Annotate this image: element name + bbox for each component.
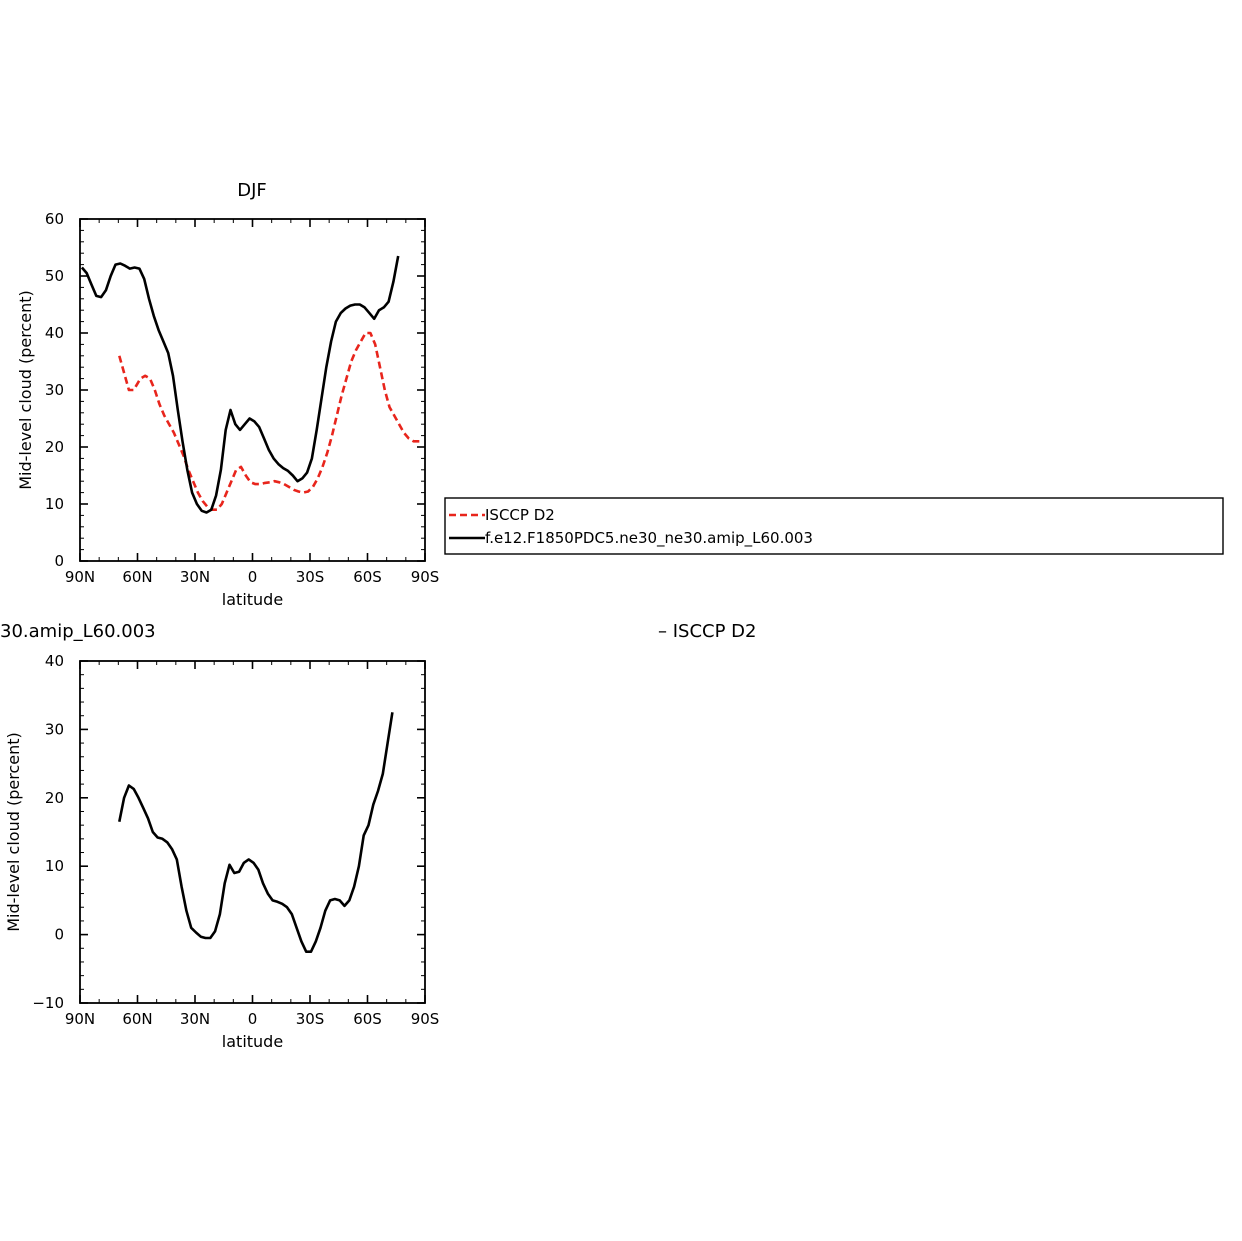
y-tick-label: 30 (45, 381, 64, 399)
x-tick-label: 0 (248, 568, 258, 586)
x-axis: 90N 60N 30N 0 30S 60S 90S (65, 219, 439, 586)
x-tick-label: 60N (122, 568, 152, 586)
series-line-0 (118, 712, 394, 953)
y-tick-label: 60 (45, 210, 64, 228)
y-tick-label: 40 (45, 324, 64, 342)
y-axis: 0 10 20 30 40 50 60 (45, 210, 425, 570)
y-tick-label: 40 (45, 652, 64, 670)
x-tick-label: 90S (411, 568, 440, 586)
x-tick-label: 60N (122, 1010, 152, 1028)
legend-box (444, 497, 1224, 555)
y-tick-label: 20 (45, 438, 64, 456)
x-tick-label: 90N (65, 568, 95, 586)
panel-title: 30.amip_L60.003 (0, 621, 156, 642)
x-axis-label: latitude (222, 590, 283, 609)
y-axis-label: Mid-level cloud (percent) (16, 290, 35, 490)
x-tick-label: 90S (411, 1010, 440, 1028)
y-tick-label: 0 (54, 552, 64, 570)
y-tick-label: 10 (45, 857, 64, 875)
legend-label: ISCCP D2 (485, 506, 555, 524)
y-tick-label: 50 (45, 267, 64, 285)
legend-label: f.e12.F1850PDC5.ne30_ne30.amip_L60.003 (485, 529, 813, 548)
x-tick-label: 30N (180, 568, 210, 586)
difference-panel: 90N 60N 30N 0 30S 60S 90S −10 0 10 20 30 40 latitude M… (0, 621, 756, 1051)
y-tick-label: −10 (32, 994, 64, 1012)
x-tick-label: 0 (248, 1010, 258, 1028)
panel-title-right: – ISCCP D2 (658, 621, 756, 642)
plot-frame (79, 660, 426, 1004)
y-axis: −10 0 10 20 30 40 (32, 652, 425, 1012)
y-axis-label: Mid-level cloud (percent) (4, 732, 23, 932)
djf-panel: 90N 60N 30N 0 30S 60S 90S 0 10 20 30 40 50 60 latitude… (16, 180, 439, 609)
series-line-1 (80, 255, 400, 514)
y-tick-label: 10 (45, 495, 64, 513)
y-tick-label: 30 (45, 720, 64, 738)
legend: ISCCP D2 f.e12.F1850PDC5.ne30_ne30.amip_L… (444, 497, 1224, 555)
y-tick-label: 0 (54, 926, 64, 944)
x-tick-label: 90N (65, 1010, 95, 1028)
series-line-0 (118, 331, 424, 511)
x-tick-label: 30S (296, 568, 325, 586)
y-tick-label: 20 (45, 789, 64, 807)
x-axis-label: latitude (222, 1032, 283, 1051)
x-tick-label: 30S (296, 1010, 325, 1028)
x-tick-label: 60S (353, 568, 382, 586)
x-tick-label: 30N (180, 1010, 210, 1028)
panel-title: DJF (237, 180, 267, 201)
x-axis: 90N 60N 30N 0 30S 60S 90S (65, 661, 439, 1028)
x-tick-label: 60S (353, 1010, 382, 1028)
